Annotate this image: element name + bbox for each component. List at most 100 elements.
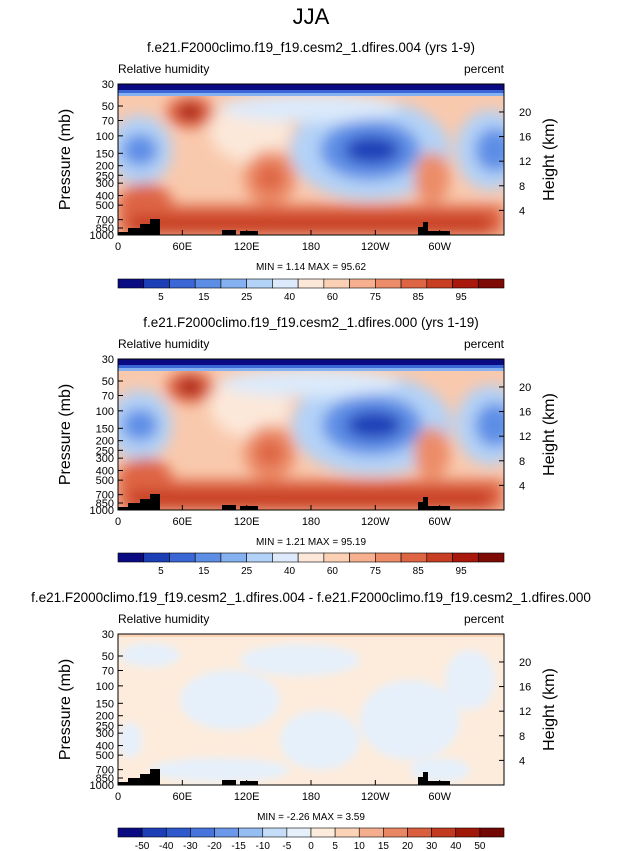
colorbar-label: 15 (198, 566, 210, 577)
panel-1-height-tick-label: 8 (519, 181, 525, 193)
panel-2-units-label: percent (464, 337, 505, 351)
panel-3-pressure-tick-label: 100 (96, 681, 114, 693)
panel-3-lon-tick-label: 120W (361, 791, 390, 803)
panel-2-title: f.e21.F2000climo.f19_f19.cesm2_1.dfires.… (143, 315, 478, 330)
panel-1-pressure-tick-label: 1000 (90, 230, 114, 242)
panel-2-pressure-tick-label: 1000 (90, 505, 114, 517)
panel-2-pressure-tick-label: 50 (102, 376, 114, 388)
panel-2-height-tick-label: 20 (519, 382, 531, 394)
panel-3-lon-tick-label: 60W (428, 791, 451, 803)
colorbar-label: 0 (308, 841, 314, 851)
colorbar-swatch (238, 827, 264, 838)
panel-3-height-tick-label: 8 (519, 731, 525, 743)
panel-1-lon-tick-label: 120W (361, 241, 390, 253)
colorbar-label: -30 (183, 841, 198, 851)
panel-2-pressure-tick-label: 300 (96, 453, 114, 465)
panel-1-lon-tick-label: 180 (302, 241, 320, 253)
colorbar-label: 95 (456, 566, 468, 577)
panel-1-lon-tick-label: 60W (428, 241, 451, 253)
panel-2-lon-tick-label: 120E (234, 516, 260, 528)
panel-1-pressure-tick-label: 100 (96, 131, 114, 143)
colorbar-swatch (141, 827, 167, 838)
panel-2-height-tick-label: 8 (519, 456, 525, 468)
panel-1-lon-tick-label: 60E (173, 241, 193, 253)
panel-3-ylabel: Pressure (mb) (57, 659, 74, 760)
panel-2: f.e21.F2000climo.f19_f19.cesm2_1.dfires.… (57, 315, 558, 577)
colorbar-swatch (349, 552, 376, 563)
panel-3-lon-tick-label: 0 (115, 791, 121, 803)
colorbar-swatch (323, 552, 350, 563)
panel-3-pressure-tick-label: 70 (102, 665, 114, 677)
panel-3-pressure-tick-label: 150 (96, 698, 114, 710)
panel-1-pressure-tick-label: 250 (96, 170, 114, 182)
colorbar-label: 5 (332, 841, 338, 851)
panel-1: f.e21.F2000climo.f19_f19.cesm2_1.dfires.… (57, 40, 558, 303)
colorbar-swatch (400, 552, 428, 563)
colorbar-label: 40 (284, 292, 296, 303)
panel-2-pressure-tick-label: 700 (96, 490, 114, 502)
colorbar-label: 85 (413, 566, 425, 577)
colorbar-swatch (479, 827, 505, 838)
colorbar-swatch (246, 278, 273, 289)
panel-2-height-tick-label: 12 (519, 431, 531, 443)
panel-3-pressure-tick-label: 700 (96, 765, 114, 777)
panel-3-y2label: Height (km) (541, 668, 558, 751)
panel-2-lon-tick-label: 180 (302, 516, 320, 528)
colorbar-label: 60 (327, 292, 339, 303)
colorbar-swatch (286, 827, 312, 838)
colorbar-swatch (117, 552, 145, 563)
colorbar-swatch (477, 552, 505, 563)
panel-2-y2label: Height (km) (541, 393, 558, 476)
panel-2-height-tick-label: 4 (519, 480, 525, 492)
panel-3: f.e21.F2000climo.f19_f19.cesm2_1.dfires.… (31, 590, 591, 851)
panel-2-contour-field (118, 359, 504, 510)
colorbar-swatch (214, 827, 239, 838)
colorbar-label: -5 (282, 841, 291, 851)
panel-1-minmax: MIN = 1.14 MAX = 95.62 (256, 262, 366, 273)
panel-1-y2label: Height (km) (541, 118, 558, 201)
colorbar-swatch (220, 278, 247, 289)
colorbar-swatch (400, 278, 428, 289)
colorbar-swatch (323, 278, 350, 289)
colorbar-swatch (383, 827, 408, 838)
colorbar-swatch (262, 827, 288, 838)
panel-3-height-tick-label: 20 (519, 657, 531, 669)
panel-1-pressure-tick-label: 200 (96, 161, 114, 173)
colorbar-label: 15 (198, 292, 210, 303)
colorbar-swatch (452, 552, 479, 563)
colorbar-label: 75 (370, 566, 382, 577)
panel-1-variable-label: Relative humidity (118, 62, 209, 76)
colorbar-label: -40 (159, 841, 174, 851)
colorbar-swatch (117, 827, 143, 838)
colorbar-label: -20 (207, 841, 222, 851)
colorbar-label: -15 (231, 841, 246, 851)
panel-3-height-tick-label: 12 (519, 706, 531, 718)
panel-2-pressure-tick-label: 850 (96, 498, 114, 510)
panel-3-pressure-tick-label: 300 (96, 728, 114, 740)
panel-1-pressure-tick-label: 150 (96, 148, 114, 160)
colorbar-swatch (143, 278, 170, 289)
panel-3-variable-label: Relative humidity (118, 612, 209, 626)
panel-2-lon-tick-label: 0 (115, 516, 121, 528)
colorbar-label: 95 (456, 292, 468, 303)
colorbar-swatch (194, 278, 222, 289)
panel-3-pressure-tick-label: 500 (96, 750, 114, 762)
colorbar-swatch (426, 278, 453, 289)
colorbar-swatch (334, 827, 360, 838)
colorbar-label: 40 (284, 566, 296, 577)
colorbar-swatch (375, 278, 402, 289)
colorbar-swatch (169, 278, 196, 289)
colorbar-swatch (310, 827, 336, 838)
colorbar-swatch (358, 827, 384, 838)
season-title: JJA (293, 4, 330, 29)
colorbar-swatch (426, 552, 453, 563)
panel-3-pressure-tick-label: 30 (102, 629, 114, 641)
panel-2-pressure-tick-label: 100 (96, 406, 114, 418)
colorbar-label: 40 (450, 841, 462, 851)
panel-3-pressure-tick-label: 250 (96, 720, 114, 732)
colorbar-swatch (220, 552, 247, 563)
panel-3-lon-tick-label: 180 (302, 791, 320, 803)
colorbar-label: 50 (474, 841, 486, 851)
panel-1-height-tick-label: 20 (519, 107, 531, 119)
panel-1-pressure-tick-label: 70 (102, 115, 114, 127)
